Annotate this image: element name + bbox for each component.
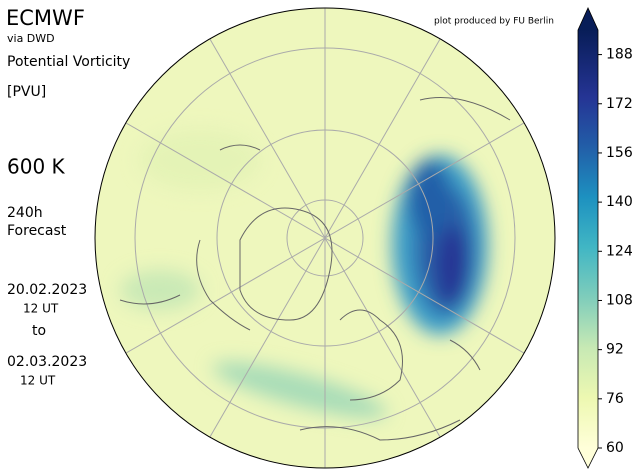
- unit: [PVU]: [7, 84, 46, 100]
- source: via DWD: [7, 32, 55, 45]
- colorbar: [577, 7, 599, 469]
- init-time: 12 UT: [23, 302, 59, 316]
- variable: Potential Vorticity: [7, 54, 130, 70]
- valid-time: 12 UT: [20, 374, 56, 388]
- colorbar-tick-label: 76: [606, 391, 624, 407]
- map-border: [94, 7, 556, 469]
- colorbar-tick-label: 156: [606, 145, 633, 161]
- map: [95, 8, 555, 468]
- credit: plot produced by FU Berlin: [434, 17, 554, 27]
- init-date: 20.02.2023: [7, 282, 87, 298]
- colorbar-ticks: 60 76 92 108 124 140 156 172 188: [598, 47, 633, 456]
- colorbar-tick-label: 124: [606, 243, 633, 259]
- colorbar-tick-label: 108: [606, 292, 633, 308]
- colorbar-tick-label: 140: [606, 194, 633, 210]
- title: ECMWF: [6, 6, 85, 30]
- forecast-label: Forecast: [7, 223, 67, 239]
- to: to: [32, 323, 46, 339]
- colorbar-tick-label: 188: [606, 47, 633, 63]
- forecast-hours: 240h: [7, 205, 43, 221]
- colorbar-tick-label: 92: [606, 342, 624, 358]
- colorbar-tick-label: 172: [606, 96, 633, 112]
- valid-date: 02.03.2023: [7, 354, 87, 370]
- level: 600 K: [7, 155, 66, 179]
- colorbar-tick-label: 60: [606, 440, 624, 456]
